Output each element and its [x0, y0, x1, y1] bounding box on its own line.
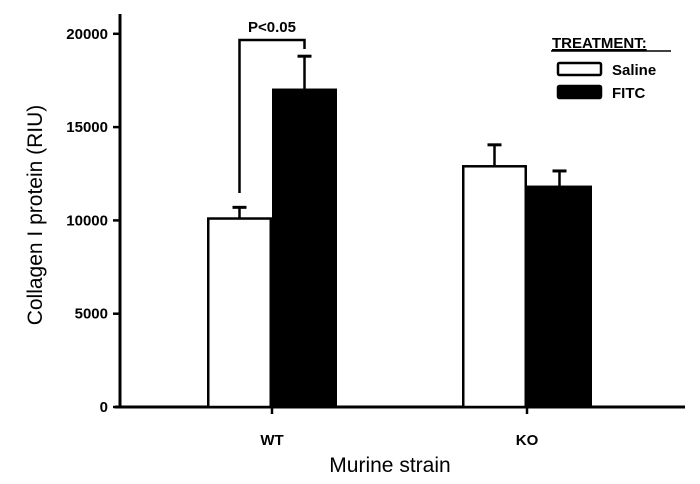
legend-item-fitc: FITC: [556, 84, 645, 102]
significance-annotation: P<0.05: [238, 19, 306, 193]
y-tick-label: 20000: [66, 26, 108, 43]
legend-label: FITC: [612, 85, 645, 102]
bar-wt-fitc: [272, 54, 337, 409]
legend-item-saline: Saline: [556, 61, 656, 79]
y-tick-label: 5000: [75, 306, 108, 323]
legend-swatch: [556, 61, 603, 77]
legend-title: TREATMENT:: [552, 35, 647, 52]
x-axis-title: Murine strain: [329, 454, 450, 477]
y-tick-label: 15000: [66, 119, 108, 136]
bar-ko-fitc: [527, 169, 592, 409]
y-axis-title: Collagen I protein (RIU): [24, 105, 47, 326]
p-value-label: P<0.05: [248, 19, 296, 36]
y-tick-label: 0: [100, 399, 108, 416]
legend: TREATMENT: Saline FITC: [551, 35, 671, 102]
bar-ko-saline: [462, 143, 527, 409]
legend-label: Saline: [612, 62, 656, 79]
bar-wt-saline: [207, 205, 272, 409]
legend-swatch: [556, 84, 603, 100]
x-axis: WT KO: [115, 405, 685, 449]
bars: [207, 54, 592, 409]
x-tick-label-ko: KO: [516, 432, 539, 449]
x-tick-label-wt: WT: [260, 432, 283, 449]
y-axis: 0 5000 10000 15000 20000: [66, 14, 122, 416]
y-tick-label: 10000: [66, 212, 108, 229]
